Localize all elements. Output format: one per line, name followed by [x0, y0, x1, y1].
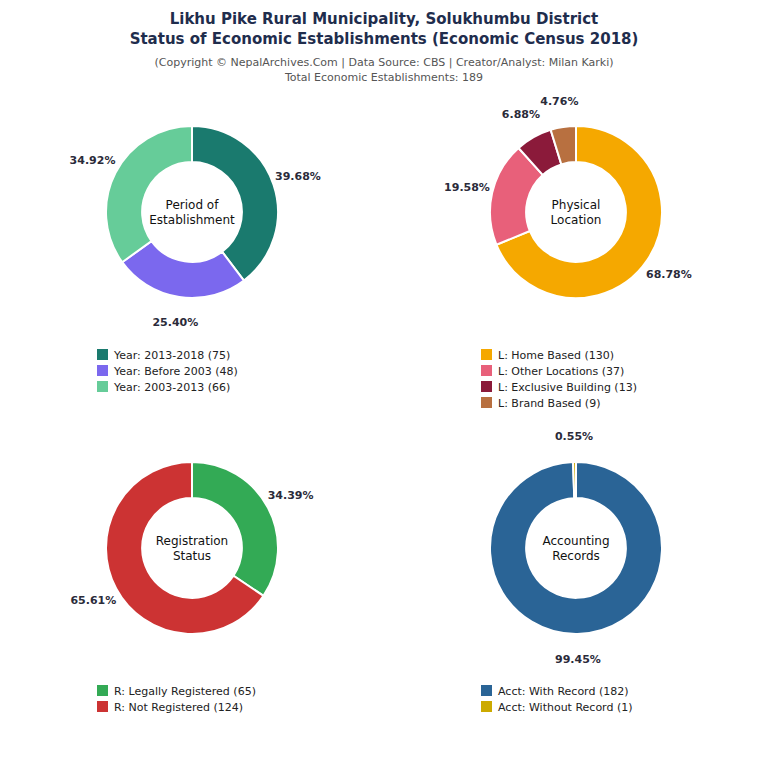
legend-swatch [481, 701, 492, 712]
donut-chart: 39.68% 25.40% 34.92% Period ofEstablishment… [70, 126, 321, 394]
data-label: 39.68% [275, 170, 321, 183]
center-label: Period ofEstablishment [149, 198, 235, 227]
data-label: 65.61% [70, 594, 116, 607]
donut-slice [573, 462, 576, 498]
data-label: 25.40% [152, 316, 198, 329]
legend-swatch [481, 381, 492, 392]
legend-swatch [97, 365, 108, 376]
legend-swatch [97, 701, 108, 712]
data-label: 68.78% [646, 268, 692, 281]
background [0, 0, 768, 768]
center-label-line: Status [173, 549, 211, 563]
legend-entry: Year: 2003-2013 (66) [113, 381, 230, 394]
legend-entry: L: Home Based (130) [498, 349, 614, 362]
center-label-line: Accounting [542, 534, 609, 548]
legend-entry: Year: Before 2003 (48) [113, 365, 238, 378]
donut-slice [106, 126, 192, 262]
title: Likhu Pike Rural Municipality, Solukhumb… [170, 10, 599, 28]
center-label: RegistrationStatus [156, 534, 228, 563]
data-label: 0.55% [555, 430, 593, 443]
legend-swatch [481, 397, 492, 408]
center-label-line: Records [552, 549, 600, 563]
center-label: PhysicalLocation [551, 198, 602, 227]
donut-slice [490, 462, 662, 634]
legend-entry: Acct: Without Record (1) [498, 701, 633, 714]
title: Status of Economic Establishments (Econo… [130, 30, 639, 48]
donut-chart: 68.78% 19.58% 6.88%4.76% PhysicalLocation L:… [444, 95, 692, 410]
legend-swatch [97, 685, 108, 696]
center-label: AccountingRecords [542, 534, 609, 563]
donut-slice [106, 462, 263, 634]
legend-swatch [97, 381, 108, 392]
donut-chart: 34.39% 65.61% RegistrationStatus R: Legally… [70, 462, 313, 714]
legend-swatch [481, 685, 492, 696]
center-label-line: Location [551, 213, 602, 227]
data-label: 6.88% [502, 108, 540, 121]
legend-entry: L: Exclusive Building (13) [498, 381, 637, 394]
legend-entry: Acct: With Record (182) [498, 685, 629, 698]
subtitle: (Copyright © NepalArchives.Com | Data So… [154, 56, 613, 69]
center-label-line: Physical [552, 198, 601, 212]
data-label: 34.39% [268, 489, 314, 502]
chart-root: Likhu Pike Rural Municipality, Solukhumb… [0, 0, 768, 768]
center-label-line: Establishment [149, 213, 235, 227]
legend-swatch [97, 349, 108, 360]
legend-entry: L: Brand Based (9) [498, 397, 600, 410]
legend-entry: L: Other Locations (37) [498, 365, 624, 378]
legend-entry: R: Legally Registered (65) [114, 685, 256, 698]
center-label-line: Registration [156, 534, 228, 548]
legend-entry: R: Not Registered (124) [114, 701, 243, 714]
legend-entry: Year: 2013-2018 (75) [113, 349, 230, 362]
legend-swatch [481, 365, 492, 376]
data-label: 34.92% [70, 154, 116, 167]
legend-swatch [481, 349, 492, 360]
data-label: 99.45% [555, 653, 601, 666]
data-label: 4.76% [540, 95, 578, 108]
donut-slice [551, 126, 576, 164]
center-label-line: Period of [166, 198, 220, 212]
data-label: 19.58% [444, 181, 490, 194]
subtitle: Total Economic Establishments: 189 [284, 71, 483, 84]
donut-chart: 99.45% 0.55% AccountingRecords Acct: With R… [481, 430, 662, 714]
